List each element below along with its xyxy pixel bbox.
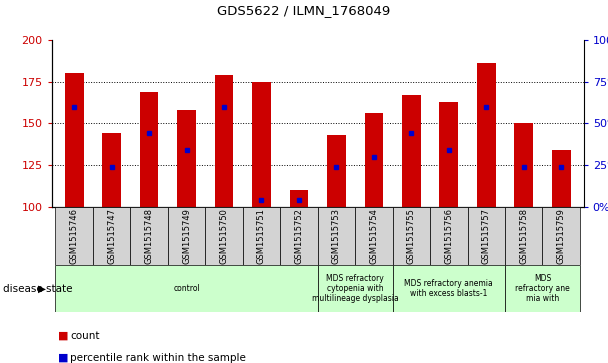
- Bar: [505, 265, 580, 312]
- Bar: [477, 63, 496, 207]
- Bar: [289, 190, 308, 207]
- Bar: [327, 135, 346, 207]
- Text: GSM1515757: GSM1515757: [482, 208, 491, 264]
- Text: GSM1515746: GSM1515746: [70, 208, 78, 264]
- Bar: [215, 75, 233, 207]
- Text: GDS5622 / ILMN_1768049: GDS5622 / ILMN_1768049: [218, 4, 390, 17]
- Text: count: count: [70, 331, 100, 341]
- Text: GSM1515750: GSM1515750: [219, 208, 229, 264]
- Text: ■: ■: [58, 352, 68, 363]
- Bar: [102, 134, 121, 207]
- Bar: [430, 207, 468, 265]
- Text: GSM1515758: GSM1515758: [519, 208, 528, 264]
- Text: GSM1515756: GSM1515756: [444, 208, 454, 264]
- Text: GSM1515754: GSM1515754: [370, 208, 378, 264]
- Bar: [252, 82, 271, 207]
- Text: GSM1515759: GSM1515759: [557, 208, 565, 264]
- Bar: [65, 73, 83, 207]
- Bar: [93, 207, 130, 265]
- Text: GSM1515747: GSM1515747: [107, 208, 116, 264]
- Bar: [402, 95, 421, 207]
- Text: control: control: [173, 284, 200, 293]
- Bar: [177, 110, 196, 207]
- Text: MDS refractory anemia
with excess blasts-1: MDS refractory anemia with excess blasts…: [404, 279, 493, 298]
- Text: ■: ■: [58, 331, 68, 341]
- Bar: [505, 207, 542, 265]
- Text: GSM1515755: GSM1515755: [407, 208, 416, 264]
- Text: MDS refractory
cytopenia with
multilineage dysplasia: MDS refractory cytopenia with multilinea…: [312, 274, 398, 303]
- Bar: [130, 207, 168, 265]
- Bar: [206, 207, 243, 265]
- Bar: [542, 207, 580, 265]
- Bar: [393, 265, 505, 312]
- Text: GSM1515748: GSM1515748: [145, 208, 154, 264]
- Bar: [355, 207, 393, 265]
- Text: ▶: ▶: [38, 284, 46, 294]
- Bar: [393, 207, 430, 265]
- Bar: [468, 207, 505, 265]
- Bar: [168, 207, 206, 265]
- Text: percentile rank within the sample: percentile rank within the sample: [70, 352, 246, 363]
- Text: disease state: disease state: [3, 284, 72, 294]
- Bar: [55, 265, 317, 312]
- Bar: [280, 207, 317, 265]
- Bar: [317, 207, 355, 265]
- Bar: [552, 150, 570, 207]
- Bar: [514, 123, 533, 207]
- Bar: [365, 113, 383, 207]
- Text: GSM1515753: GSM1515753: [332, 208, 341, 264]
- Text: GSM1515751: GSM1515751: [257, 208, 266, 264]
- Bar: [243, 207, 280, 265]
- Bar: [317, 265, 393, 312]
- Text: MDS
refractory ane
mia with: MDS refractory ane mia with: [515, 274, 570, 303]
- Text: GSM1515752: GSM1515752: [294, 208, 303, 264]
- Text: GSM1515749: GSM1515749: [182, 208, 191, 264]
- Bar: [140, 92, 159, 207]
- Bar: [55, 207, 93, 265]
- Bar: [440, 102, 458, 207]
